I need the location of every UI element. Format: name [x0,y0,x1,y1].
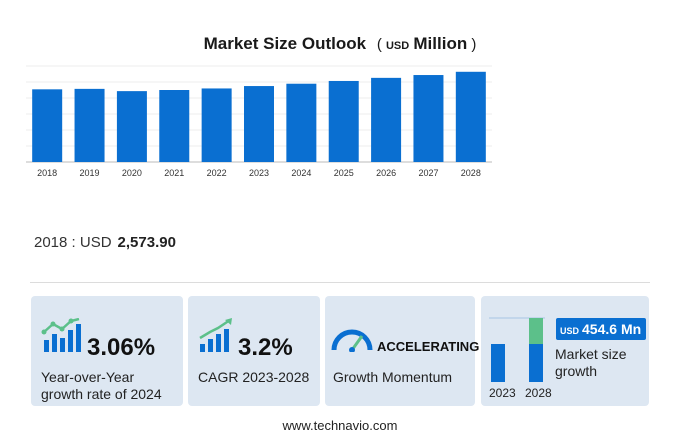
unit-big: Million [413,34,468,53]
growth-chart-icon [41,318,81,352]
cagr-card: 3.2% CAGR 2023-2028 [188,296,320,406]
bar-2024 [286,83,317,162]
unit-small: USD [385,40,410,52]
cagr-value: 3.2% [238,334,293,361]
year-start: 2023 [489,386,516,400]
footer-website: www.technavio.com [282,418,398,433]
x-tick-label: 2027 [418,168,438,178]
x-tick-label: 2023 [249,168,269,178]
bar-2022 [201,88,232,162]
bar-2023 [491,344,505,382]
base-year-summary: 2018 : USD 2,573.90 [34,234,176,251]
x-tick-label: 2028 [461,168,481,178]
chart-title-unit: ( USD Million ) [376,34,477,53]
growth-momentum-card: ACCELERATING Growth Momentum [325,296,479,406]
badge-currency: USD [560,326,580,336]
x-tick-label: 2024 [291,168,311,178]
bar-2028-base [529,344,543,382]
chart-title: Market Size Outlook ( USD Million ) [0,34,680,54]
growth-label-line2: growth [555,363,598,379]
x-tick-label: 2019 [80,168,100,178]
growth-comparison-icon [489,317,545,382]
growth-value-badge: USD 454.6 Mn [556,318,646,340]
year-end: 2028 [525,386,552,400]
bar-2019 [74,88,105,162]
speedometer-icon [331,329,373,352]
market-growth-card: 2023 2028 Market size growth [481,296,649,406]
paren-close: ) [471,36,477,53]
cagr-chart-icon [199,318,232,352]
bar-2021 [159,90,190,162]
bar-2018 [32,89,63,162]
base-year-label: 2018 : USD [34,234,112,251]
market-size-bar-chart: 2018 2019 2020 2021 2022 2023 2024 2025 2026 2027… [26,65,492,178]
bar-2026 [371,77,402,162]
x-tick-label: 2025 [334,168,354,178]
base-year-value: 2,573.90 [117,234,176,251]
chart-title-main: Market Size Outlook [203,34,367,53]
x-tick-label: 2022 [207,168,227,178]
bar-2028-increment [529,318,543,344]
bar-2020 [116,91,147,162]
x-tick-label: 2021 [164,168,184,178]
yoy-label-line2: growth rate of 2024 [41,386,162,402]
yoy-growth-card: 3.06% Year-over-Year growth rate of 2024 [31,296,183,406]
yoy-value: 3.06% [87,334,156,361]
badge-value: 454.6 Mn [582,321,642,337]
growth-label-line1: Market size [555,346,627,362]
x-tick-label: 2018 [37,168,57,178]
divider [30,282,650,283]
momentum-status: ACCELERATING [377,339,480,354]
bar-2028 [455,71,486,162]
cagr-label: CAGR 2023-2028 [198,369,310,385]
bar-2025 [328,80,359,162]
x-tick-label: 2026 [376,168,396,178]
momentum-label: Growth Momentum [333,369,453,385]
bar-2027 [413,75,444,162]
yoy-label-line1: Year-over-Year [41,369,135,385]
paren-open: ( [376,36,382,53]
x-tick-label: 2020 [122,168,142,178]
bar-2023 [244,86,274,162]
